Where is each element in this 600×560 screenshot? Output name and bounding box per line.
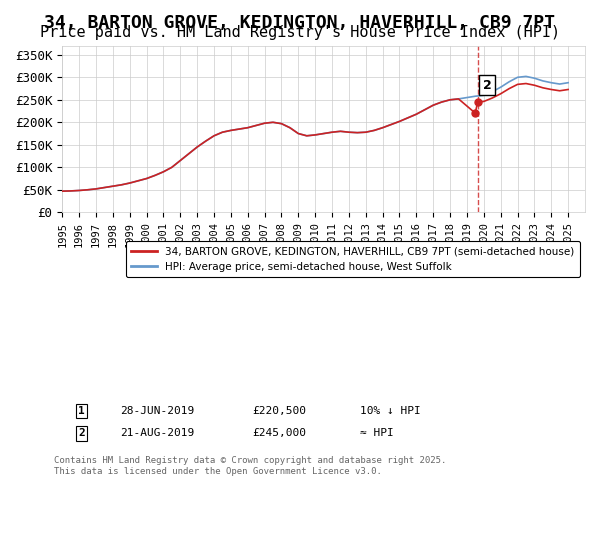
Text: 2: 2	[483, 78, 491, 91]
Text: 2: 2	[78, 428, 85, 438]
Text: £245,000: £245,000	[252, 428, 306, 438]
Text: 34, BARTON GROVE, KEDINGTON, HAVERHILL, CB9 7PT: 34, BARTON GROVE, KEDINGTON, HAVERHILL, …	[44, 14, 556, 32]
Text: Contains HM Land Registry data © Crown copyright and database right 2025.
This d: Contains HM Land Registry data © Crown c…	[54, 456, 446, 476]
Text: Price paid vs. HM Land Registry's House Price Index (HPI): Price paid vs. HM Land Registry's House …	[40, 25, 560, 40]
Text: £220,500: £220,500	[252, 406, 306, 416]
Text: ≈ HPI: ≈ HPI	[360, 428, 394, 438]
Text: 10% ↓ HPI: 10% ↓ HPI	[360, 406, 421, 416]
Text: 28-JUN-2019: 28-JUN-2019	[120, 406, 194, 416]
Text: 21-AUG-2019: 21-AUG-2019	[120, 428, 194, 438]
Legend: 34, BARTON GROVE, KEDINGTON, HAVERHILL, CB9 7PT (semi-detached house), HPI: Aver: 34, BARTON GROVE, KEDINGTON, HAVERHILL, …	[126, 241, 580, 277]
Text: 1: 1	[78, 406, 85, 416]
